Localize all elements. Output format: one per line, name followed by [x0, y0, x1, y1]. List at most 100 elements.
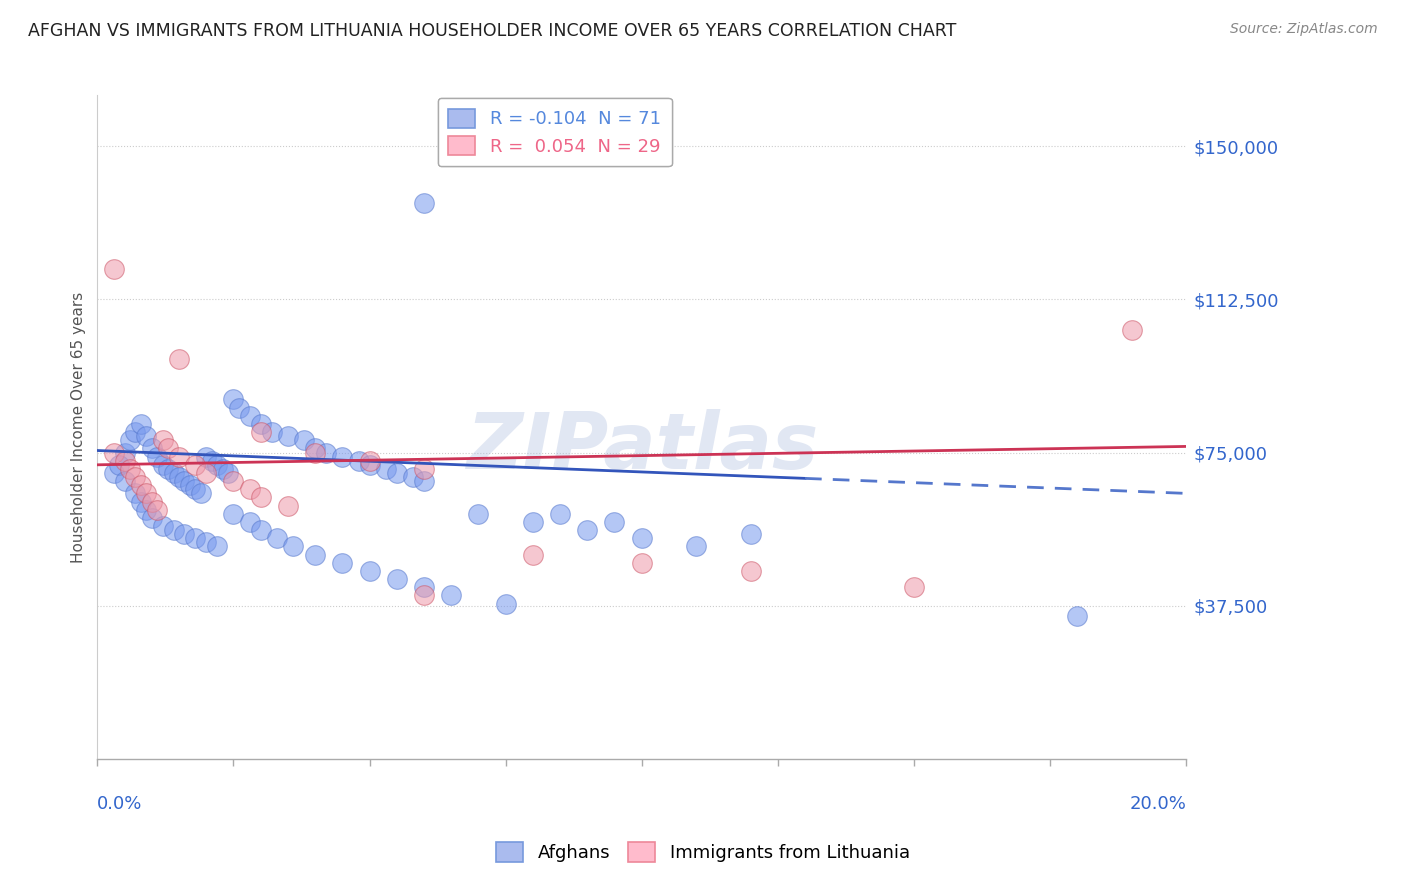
Point	[217, 466, 239, 480]
Point	[359, 453, 381, 467]
Point	[249, 425, 271, 439]
Point	[413, 462, 436, 476]
Text: 20.0%: 20.0%	[1129, 796, 1187, 814]
Point	[167, 450, 190, 464]
Point	[222, 474, 245, 488]
Point	[249, 491, 271, 505]
Point	[576, 523, 599, 537]
Point	[630, 556, 652, 570]
Point	[205, 540, 228, 554]
Point	[141, 442, 163, 456]
Point	[152, 458, 174, 472]
Legend: Afghans, Immigrants from Lithuania: Afghans, Immigrants from Lithuania	[489, 835, 917, 870]
Point	[260, 425, 283, 439]
Point	[114, 445, 136, 459]
Text: 0.0%: 0.0%	[97, 796, 143, 814]
Point	[103, 261, 125, 276]
Text: Source: ZipAtlas.com: Source: ZipAtlas.com	[1230, 22, 1378, 37]
Point	[124, 425, 146, 439]
Point	[385, 466, 408, 480]
Y-axis label: Householder Income Over 65 years: Householder Income Over 65 years	[72, 292, 86, 563]
Point	[195, 535, 218, 549]
Text: AFGHAN VS IMMIGRANTS FROM LITHUANIA HOUSEHOLDER INCOME OVER 65 YEARS CORRELATION: AFGHAN VS IMMIGRANTS FROM LITHUANIA HOUS…	[28, 22, 956, 40]
Point	[135, 502, 157, 516]
Point	[277, 499, 299, 513]
Point	[103, 466, 125, 480]
Point	[903, 580, 925, 594]
Point	[152, 434, 174, 448]
Point	[277, 429, 299, 443]
Point	[173, 527, 195, 541]
Point	[135, 486, 157, 500]
Point	[292, 434, 315, 448]
Point	[239, 409, 262, 423]
Point	[135, 429, 157, 443]
Point	[374, 462, 396, 476]
Point	[184, 531, 207, 545]
Point	[184, 458, 207, 472]
Point	[173, 474, 195, 488]
Point	[740, 564, 762, 578]
Point	[114, 453, 136, 467]
Point	[162, 523, 184, 537]
Point	[413, 196, 436, 211]
Point	[413, 474, 436, 488]
Point	[124, 470, 146, 484]
Point	[740, 527, 762, 541]
Point	[1066, 608, 1088, 623]
Point	[359, 564, 381, 578]
Point	[129, 494, 152, 508]
Point	[222, 392, 245, 407]
Point	[495, 597, 517, 611]
Point	[347, 453, 370, 467]
Point	[283, 540, 305, 554]
Point	[129, 417, 152, 431]
Point	[195, 466, 218, 480]
Point	[114, 474, 136, 488]
Point	[239, 515, 262, 529]
Point	[141, 511, 163, 525]
Point	[1121, 323, 1143, 337]
Point	[118, 434, 141, 448]
Point	[603, 515, 626, 529]
Point	[304, 548, 326, 562]
Point	[385, 572, 408, 586]
Point	[184, 483, 207, 497]
Point	[211, 462, 233, 476]
Point	[685, 540, 707, 554]
Point	[413, 589, 436, 603]
Point	[195, 450, 218, 464]
Point	[124, 486, 146, 500]
Point	[179, 478, 201, 492]
Point	[146, 502, 169, 516]
Point	[205, 458, 228, 472]
Point	[440, 589, 463, 603]
Point	[304, 442, 326, 456]
Point	[141, 494, 163, 508]
Point	[315, 445, 337, 459]
Point	[162, 466, 184, 480]
Point	[522, 515, 544, 529]
Point	[146, 450, 169, 464]
Point	[266, 531, 288, 545]
Point	[167, 470, 190, 484]
Point	[157, 442, 180, 456]
Point	[548, 507, 571, 521]
Point	[413, 580, 436, 594]
Point	[630, 531, 652, 545]
Point	[190, 486, 212, 500]
Point	[222, 507, 245, 521]
Point	[239, 483, 262, 497]
Text: ZIPatlas: ZIPatlas	[465, 409, 818, 485]
Point	[167, 351, 190, 366]
Point	[228, 401, 250, 415]
Point	[249, 417, 271, 431]
Point	[103, 445, 125, 459]
Point	[152, 519, 174, 533]
Point	[467, 507, 489, 521]
Point	[118, 462, 141, 476]
Point	[330, 556, 353, 570]
Point	[201, 453, 224, 467]
Point	[359, 458, 381, 472]
Point	[129, 478, 152, 492]
